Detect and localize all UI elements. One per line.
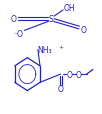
Text: O: O (76, 70, 82, 79)
Text: O: O (11, 15, 17, 24)
Text: O: O (58, 85, 64, 94)
Text: +: + (58, 45, 63, 50)
Text: ⁻O: ⁻O (14, 29, 24, 38)
Text: O: O (80, 26, 86, 34)
Text: O: O (66, 70, 72, 79)
Text: NH₃: NH₃ (38, 45, 52, 54)
Text: OH: OH (63, 4, 75, 12)
Text: S: S (49, 15, 53, 24)
